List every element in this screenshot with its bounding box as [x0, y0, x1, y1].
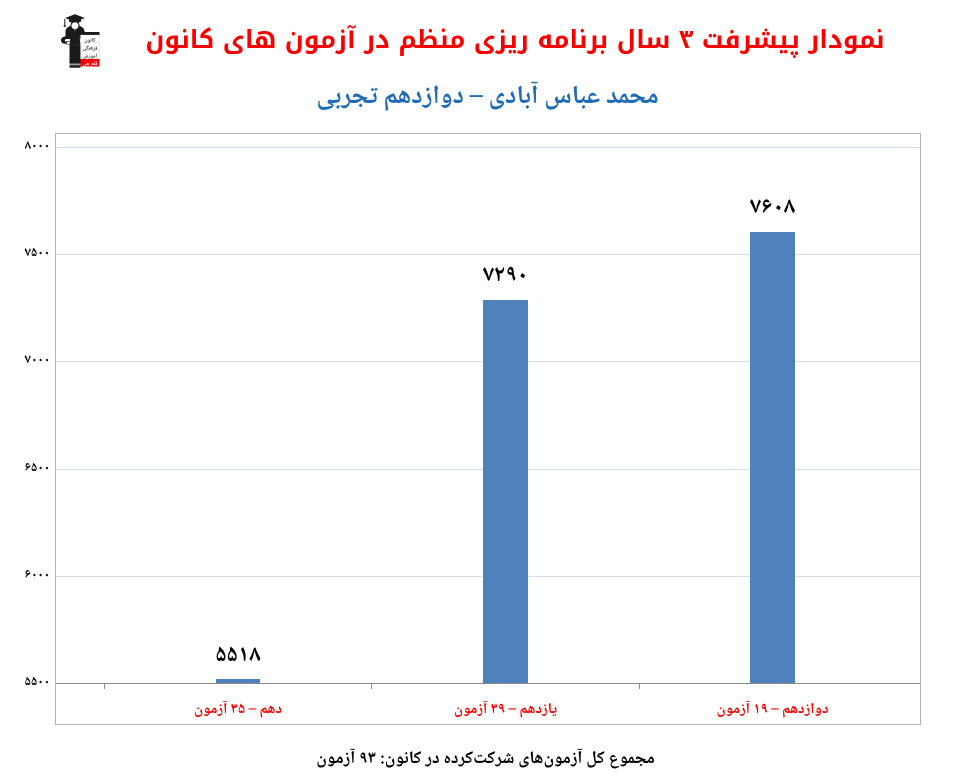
svg-text:قلم چی: قلم چی [82, 60, 98, 69]
